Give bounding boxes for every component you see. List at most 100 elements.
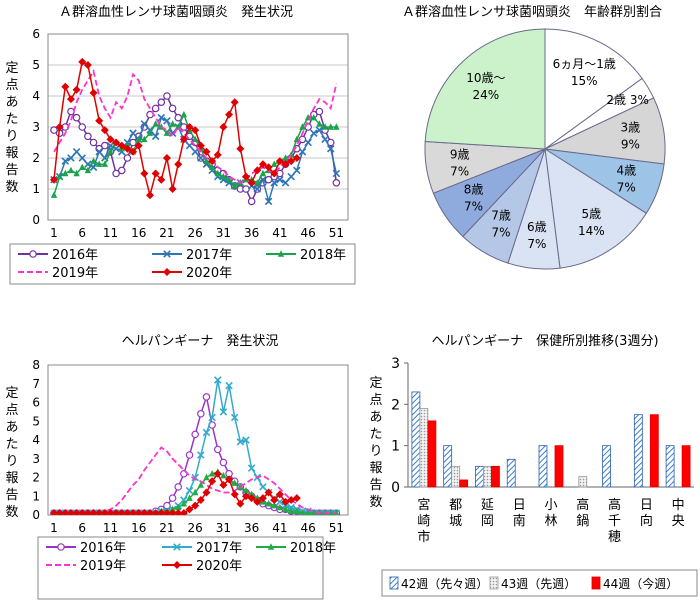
data-point bbox=[95, 116, 104, 125]
data-point bbox=[247, 464, 256, 472]
data-point bbox=[129, 129, 137, 137]
data-point bbox=[202, 393, 211, 401]
data-point bbox=[242, 185, 250, 193]
data-point bbox=[276, 503, 284, 511]
slice-label: 5歳 bbox=[581, 207, 601, 221]
y-tick-label: 1 bbox=[32, 182, 40, 196]
legend-label: 44週（今週） bbox=[603, 576, 678, 591]
data-point bbox=[287, 503, 295, 512]
data-point bbox=[196, 141, 205, 150]
data-point bbox=[140, 509, 149, 515]
chart-title: Ａ群溶血性レンサ球菌咽頭炎 年齢群別割合 bbox=[402, 4, 662, 20]
data-point bbox=[220, 471, 227, 479]
data-point bbox=[275, 490, 284, 499]
data-point bbox=[191, 126, 200, 135]
data-point bbox=[202, 428, 211, 437]
data-point bbox=[72, 113, 81, 122]
data-point bbox=[270, 169, 279, 178]
data-point bbox=[180, 110, 188, 118]
y-tick-label: 3 bbox=[32, 120, 40, 134]
data-point bbox=[281, 179, 290, 187]
data-point bbox=[83, 61, 92, 69]
y-tick-label: 3 bbox=[32, 452, 40, 466]
data-point bbox=[61, 157, 70, 165]
data-point bbox=[83, 509, 92, 515]
data-point bbox=[56, 172, 63, 180]
data-point bbox=[287, 507, 295, 514]
bar bbox=[506, 458, 516, 488]
data-point bbox=[321, 123, 329, 130]
data-point bbox=[134, 141, 143, 150]
data-point bbox=[61, 82, 70, 91]
data-point bbox=[123, 509, 132, 515]
data-point bbox=[196, 496, 205, 504]
data-point bbox=[236, 438, 245, 446]
legend-label: 43週（先週） bbox=[501, 577, 576, 591]
data-point bbox=[225, 176, 233, 183]
bar bbox=[578, 476, 588, 488]
data-point bbox=[129, 509, 138, 515]
category-label-char: 日 bbox=[640, 498, 653, 513]
data-point bbox=[84, 166, 92, 174]
data-point bbox=[185, 123, 194, 131]
bar bbox=[443, 445, 453, 488]
category-label-char: 宮 bbox=[417, 497, 430, 513]
category-label-char: 城 bbox=[449, 514, 462, 529]
data-point bbox=[73, 169, 80, 177]
bar bbox=[419, 408, 429, 488]
data-point bbox=[208, 163, 216, 170]
data-point bbox=[203, 157, 210, 164]
legend-box bbox=[9, 243, 356, 285]
data-point bbox=[163, 92, 171, 100]
data-point bbox=[258, 494, 267, 503]
slice-percent: 7% bbox=[464, 200, 483, 214]
y-tick-label: 5 bbox=[32, 58, 40, 72]
data-point bbox=[151, 509, 160, 515]
legend-swatch bbox=[489, 576, 499, 590]
data-point bbox=[66, 95, 75, 104]
data-point bbox=[258, 160, 267, 169]
y-tick-label: 4 bbox=[32, 433, 40, 447]
y-tick-label: 0 bbox=[391, 480, 400, 496]
legend-swatch bbox=[389, 576, 399, 590]
y-axis-label-char: り bbox=[5, 129, 18, 144]
data-point bbox=[101, 160, 109, 167]
category-label-char: 高 bbox=[576, 497, 589, 513]
category-label-char: 千 bbox=[608, 514, 621, 529]
data-point bbox=[264, 163, 273, 172]
data-point bbox=[169, 120, 176, 127]
x-tick-label: 51 bbox=[329, 226, 344, 240]
data-point bbox=[225, 381, 233, 390]
data-point bbox=[62, 169, 69, 177]
data-point bbox=[203, 473, 210, 481]
data-point bbox=[55, 123, 64, 131]
y-tick-label: 0 bbox=[32, 508, 40, 522]
data-point bbox=[117, 509, 126, 515]
x-tick-label: 11 bbox=[103, 521, 118, 535]
data-point bbox=[106, 509, 115, 515]
slice-label: 2歳 3% bbox=[606, 93, 649, 107]
x-tick-label: 41 bbox=[272, 521, 287, 535]
slice-percent: 7% bbox=[527, 237, 546, 251]
data-point bbox=[78, 154, 87, 162]
data-point bbox=[309, 129, 318, 137]
bar bbox=[649, 414, 659, 488]
y-axis-label-char: 点 bbox=[5, 403, 18, 418]
data-point bbox=[242, 172, 250, 181]
data-point bbox=[270, 496, 279, 504]
data-point bbox=[140, 169, 149, 178]
bar bbox=[411, 391, 421, 488]
data-point bbox=[220, 172, 227, 180]
data-point bbox=[231, 182, 238, 189]
data-point bbox=[254, 494, 261, 501]
x-tick-label: 6 bbox=[78, 521, 86, 535]
x-tick-label: 41 bbox=[272, 226, 287, 240]
data-point bbox=[129, 138, 137, 147]
data-point bbox=[247, 494, 256, 503]
category-label-char: 小 bbox=[544, 498, 557, 513]
data-point bbox=[146, 509, 154, 515]
legend-label: 2020年 bbox=[186, 266, 232, 281]
plot-area bbox=[47, 33, 349, 221]
data-point bbox=[225, 110, 234, 119]
data-point bbox=[231, 479, 238, 486]
